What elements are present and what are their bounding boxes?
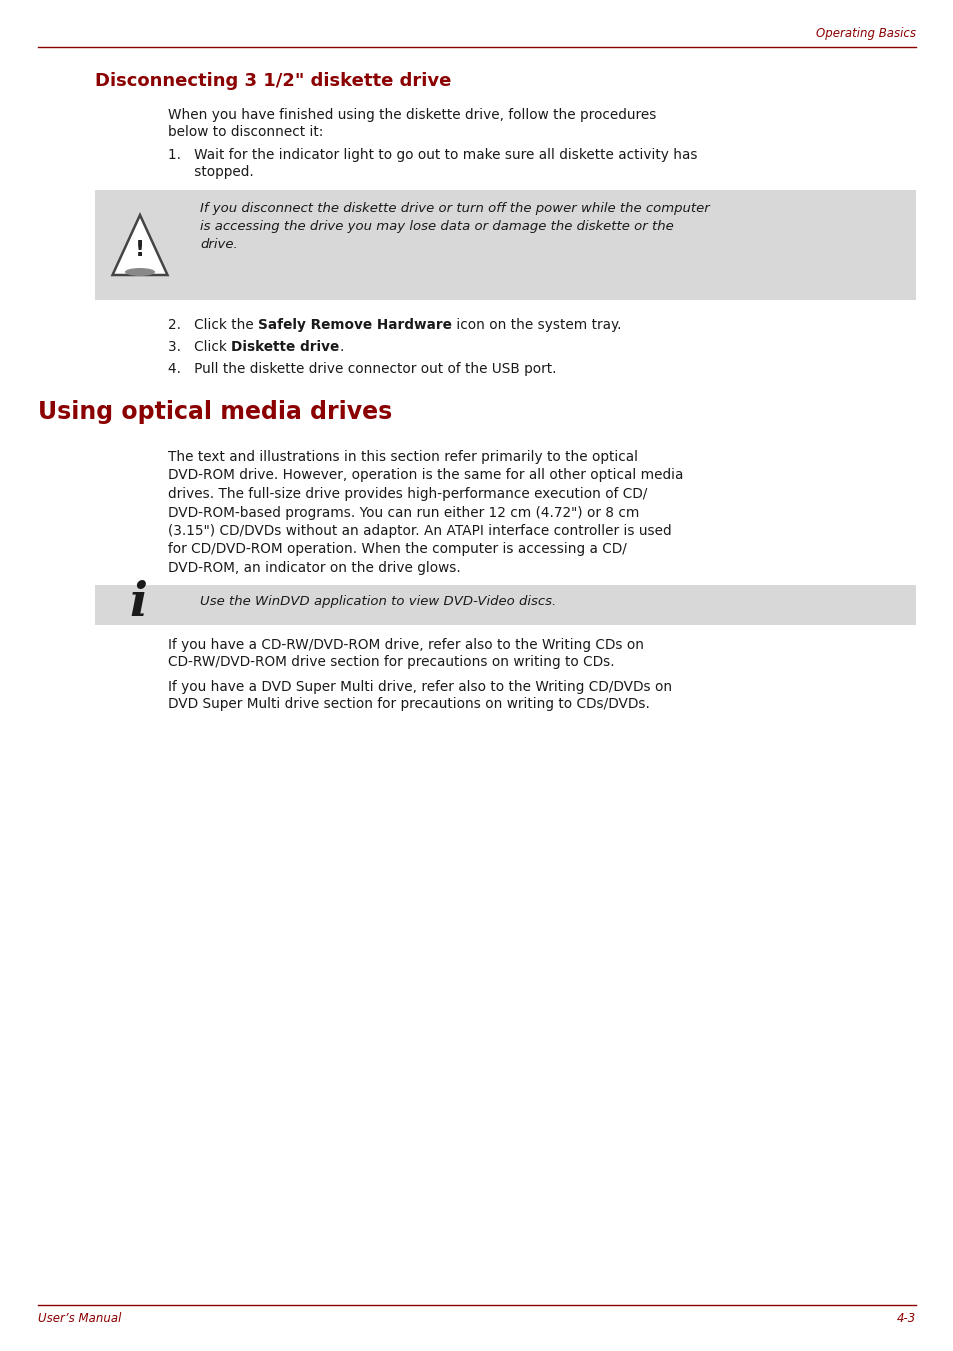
Text: Use the WinDVD application to view DVD-Video discs.: Use the WinDVD application to view DVD-V… [200, 594, 556, 608]
Text: Safely Remove Hardware: Safely Remove Hardware [258, 317, 452, 332]
Text: User’s Manual: User’s Manual [38, 1312, 121, 1325]
Text: CD-RW/DVD-ROM drive section for precautions on writing to CDs.: CD-RW/DVD-ROM drive section for precauti… [168, 655, 614, 669]
Text: !: ! [134, 240, 145, 259]
Text: DVD-ROM, an indicator on the drive glows.: DVD-ROM, an indicator on the drive glows… [168, 561, 460, 576]
Text: If you have a CD-RW/DVD-ROM drive, refer also to the Writing CDs on: If you have a CD-RW/DVD-ROM drive, refer… [168, 638, 643, 653]
Text: DVD Super Multi drive section for precautions on writing to CDs/DVDs.: DVD Super Multi drive section for precau… [168, 697, 649, 711]
FancyBboxPatch shape [95, 190, 915, 300]
Text: Disconnecting 3 1/2" diskette drive: Disconnecting 3 1/2" diskette drive [95, 72, 451, 91]
Text: for CD/DVD-ROM operation. When the computer is accessing a CD/: for CD/DVD-ROM operation. When the compu… [168, 543, 626, 557]
Text: If you have a DVD Super Multi drive, refer also to the Writing CD/DVDs on: If you have a DVD Super Multi drive, ref… [168, 680, 672, 694]
Polygon shape [112, 215, 168, 276]
Text: drives. The full-size drive provides high-performance execution of CD/: drives. The full-size drive provides hig… [168, 486, 647, 501]
Text: stopped.: stopped. [168, 165, 253, 178]
Text: 3.   Click: 3. Click [168, 340, 231, 354]
Text: .: . [339, 340, 343, 354]
Text: The text and illustrations in this section refer primarily to the optical: The text and illustrations in this secti… [168, 450, 638, 463]
Text: 1.   Wait for the indicator light to go out to make sure all diskette activity h: 1. Wait for the indicator light to go ou… [168, 149, 697, 162]
Text: DVD-ROM-based programs. You can run either 12 cm (4.72") or 8 cm: DVD-ROM-based programs. You can run eith… [168, 505, 639, 520]
Text: Operating Basics: Operating Basics [815, 27, 915, 41]
Text: icon on the system tray.: icon on the system tray. [452, 317, 620, 332]
Text: DVD-ROM drive. However, operation is the same for all other optical media: DVD-ROM drive. However, operation is the… [168, 469, 682, 482]
Text: 2.   Click the: 2. Click the [168, 317, 258, 332]
Text: If you disconnect the diskette drive or turn off the power while the computer: If you disconnect the diskette drive or … [200, 203, 709, 215]
Text: below to disconnect it:: below to disconnect it: [168, 126, 323, 139]
Text: 4-3: 4-3 [896, 1312, 915, 1325]
Text: (3.15") CD/DVDs without an adaptor. An ATAPI interface controller is used: (3.15") CD/DVDs without an adaptor. An A… [168, 524, 671, 538]
FancyBboxPatch shape [95, 585, 915, 626]
Text: Using optical media drives: Using optical media drives [38, 400, 392, 424]
Ellipse shape [125, 267, 155, 276]
Text: When you have finished using the diskette drive, follow the procedures: When you have finished using the diskett… [168, 108, 656, 122]
Text: 4.   Pull the diskette drive connector out of the USB port.: 4. Pull the diskette drive connector out… [168, 362, 556, 376]
Text: is accessing the drive you may lose data or damage the diskette or the: is accessing the drive you may lose data… [200, 220, 673, 232]
Text: i: i [129, 580, 147, 626]
Text: Diskette drive: Diskette drive [231, 340, 339, 354]
Text: drive.: drive. [200, 238, 237, 251]
